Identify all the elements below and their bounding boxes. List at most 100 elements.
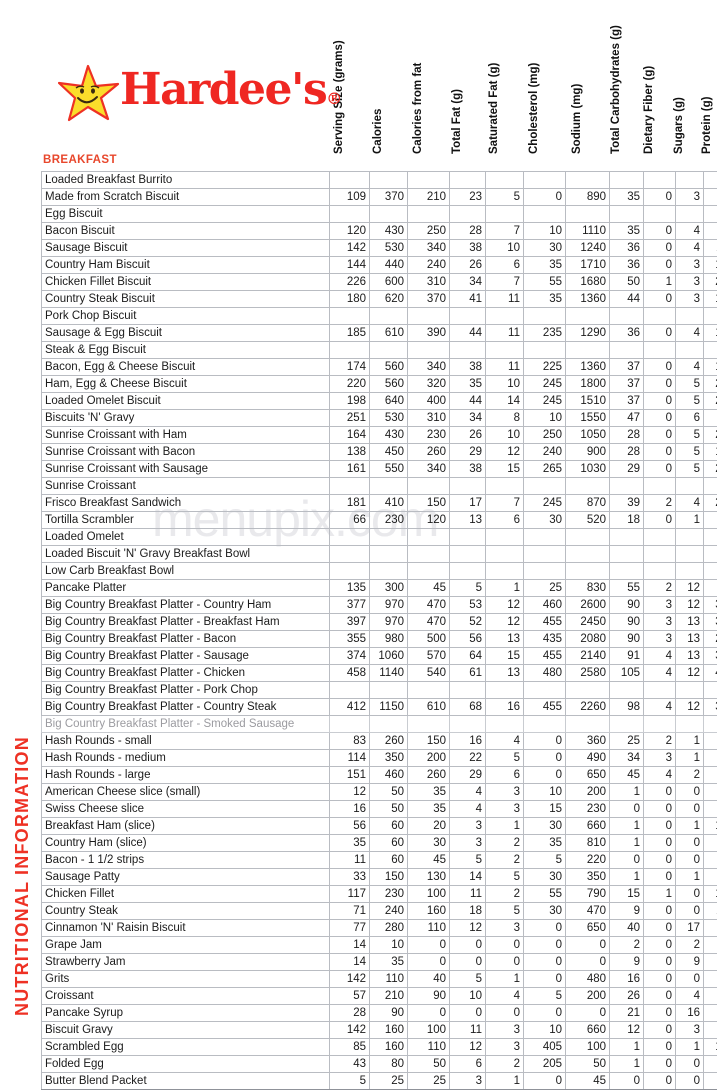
menu-item-name: Big Country Breakfast Platter - Smoked S… bbox=[42, 716, 330, 733]
nutrient-value: 36 bbox=[610, 257, 644, 274]
nutrient-value: 34 bbox=[450, 274, 486, 291]
menu-item-name: Big Country Breakfast Platter - Country … bbox=[42, 597, 330, 614]
nutrient-value: 2 bbox=[486, 835, 524, 852]
nutrient-value: 900 bbox=[566, 444, 610, 461]
nutrient-value: 0 bbox=[676, 801, 704, 818]
nutrient-value: 0 bbox=[644, 971, 676, 988]
nutrient-value: 50 bbox=[370, 801, 408, 818]
nutrient-value: 47 bbox=[610, 410, 644, 427]
nutrient-value: 0 bbox=[644, 801, 676, 818]
nutrient-value: 14 bbox=[704, 257, 717, 274]
nutrient-value: 44 bbox=[610, 291, 644, 308]
nutrient-value: 0 bbox=[644, 852, 676, 869]
nutrient-value: 1 bbox=[644, 886, 676, 903]
nutrient-value: 2 bbox=[704, 971, 717, 988]
nutrient-value: 117 bbox=[330, 886, 370, 903]
nutrient-value: 520 bbox=[566, 512, 610, 529]
nutrient-value bbox=[566, 172, 610, 189]
nutrient-value: 13 bbox=[676, 631, 704, 648]
nutrient-value bbox=[330, 206, 370, 223]
nutrient-value: 10 bbox=[450, 988, 486, 1005]
nutrient-value: 10 bbox=[704, 818, 717, 835]
nutrient-value: 0 bbox=[524, 750, 566, 767]
nutrient-value bbox=[566, 716, 610, 733]
table-row: Country Ham (slice)35603032358101009 bbox=[42, 835, 717, 852]
menu-item-name: Folded Egg bbox=[42, 1056, 330, 1073]
menu-item-name: Bacon - 1 1/2 strips bbox=[42, 852, 330, 869]
menu-item-name: American Cheese slice (small) bbox=[42, 784, 330, 801]
nutrient-value: 660 bbox=[566, 1022, 610, 1039]
nutrient-value: 3 bbox=[644, 614, 676, 631]
nutrient-value: 0 bbox=[644, 376, 676, 393]
table-row: Chicken Fillet11723010011255790151019 bbox=[42, 886, 717, 903]
table-row: Big Country Breakfast Platter - Country … bbox=[42, 699, 717, 716]
nutrient-value: 0 bbox=[524, 1073, 566, 1090]
nutrient-value: 61 bbox=[450, 665, 486, 682]
nutrient-value bbox=[644, 529, 676, 546]
nutrient-value: 0 bbox=[610, 852, 644, 869]
table-row: Big Country Breakfast Platter - Smoked S… bbox=[42, 716, 717, 733]
nutrient-value: 36 bbox=[610, 325, 644, 342]
nutrient-value bbox=[704, 342, 717, 359]
menu-item-name: Pork Chop Biscuit bbox=[42, 308, 330, 325]
nutrient-value: 77 bbox=[330, 920, 370, 937]
nutrient-value: 560 bbox=[370, 376, 408, 393]
nutrient-value: 5 bbox=[676, 461, 704, 478]
nutrient-value: 260 bbox=[408, 767, 450, 784]
nutrient-value: 130 bbox=[408, 869, 450, 886]
nutrient-value: 470 bbox=[408, 597, 450, 614]
nutrient-value: 250 bbox=[408, 223, 450, 240]
nutrient-value: 1 bbox=[676, 869, 704, 886]
nutrient-value: 7 bbox=[486, 223, 524, 240]
nutrient-value: 11 bbox=[486, 291, 524, 308]
nutrient-value: 5 bbox=[676, 376, 704, 393]
nutrient-value: 36 bbox=[704, 699, 717, 716]
nutrient-value: 50 bbox=[566, 1056, 610, 1073]
nutrient-value bbox=[408, 206, 450, 223]
nutrient-value: 3 bbox=[486, 1022, 524, 1039]
nutrient-value: 2 bbox=[676, 937, 704, 954]
nutrient-value: 620 bbox=[370, 291, 408, 308]
menu-item-name: Butter Blend Packet bbox=[42, 1073, 330, 1090]
nutrient-value: 0 bbox=[644, 937, 676, 954]
nutrient-value: 1680 bbox=[566, 274, 610, 291]
nutrient-value: 26 bbox=[450, 257, 486, 274]
nutrient-value: 142 bbox=[330, 1022, 370, 1039]
column-header-1: Calories bbox=[370, 8, 408, 156]
nutrient-value: 85 bbox=[330, 1039, 370, 1056]
nutrient-value: 185 bbox=[330, 325, 370, 342]
table-row: Biscuit Gravy1421601001131066012033 bbox=[42, 1022, 717, 1039]
nutrient-value: 890 bbox=[566, 189, 610, 206]
nutrient-value: 430 bbox=[370, 427, 408, 444]
nutrient-value bbox=[676, 682, 704, 699]
nutrient-value: 6 bbox=[486, 767, 524, 784]
nutrient-value: 500 bbox=[408, 631, 450, 648]
nutrient-value: 90 bbox=[610, 631, 644, 648]
nutrient-value: 340 bbox=[408, 461, 450, 478]
menu-item-name: Big Country Breakfast Platter - Country … bbox=[42, 699, 330, 716]
nutrient-value: 37 bbox=[610, 359, 644, 376]
nutrient-value: 0 bbox=[644, 903, 676, 920]
nutrient-value bbox=[370, 546, 408, 563]
nutrient-value: 220 bbox=[330, 376, 370, 393]
nutrient-value: 35 bbox=[524, 257, 566, 274]
nutrient-value: 60 bbox=[370, 818, 408, 835]
brand-name: Hardee's bbox=[120, 64, 326, 115]
nutrient-value: 4 bbox=[486, 988, 524, 1005]
nutrient-value: 0 bbox=[566, 937, 610, 954]
nutrient-value: 0 bbox=[644, 1039, 676, 1056]
nutrient-value: 0 bbox=[644, 784, 676, 801]
column-header-label: Saturated Fat (g) bbox=[489, 63, 500, 154]
nutrient-value: 300 bbox=[370, 580, 408, 597]
column-header-label: Total Carbohydrates (g) bbox=[611, 25, 622, 154]
menu-item-name: Country Ham Biscuit bbox=[42, 257, 330, 274]
nutrient-value: 0 bbox=[644, 1073, 676, 1090]
nutrient-value: 480 bbox=[566, 971, 610, 988]
nutrient-value: 458 bbox=[330, 665, 370, 682]
